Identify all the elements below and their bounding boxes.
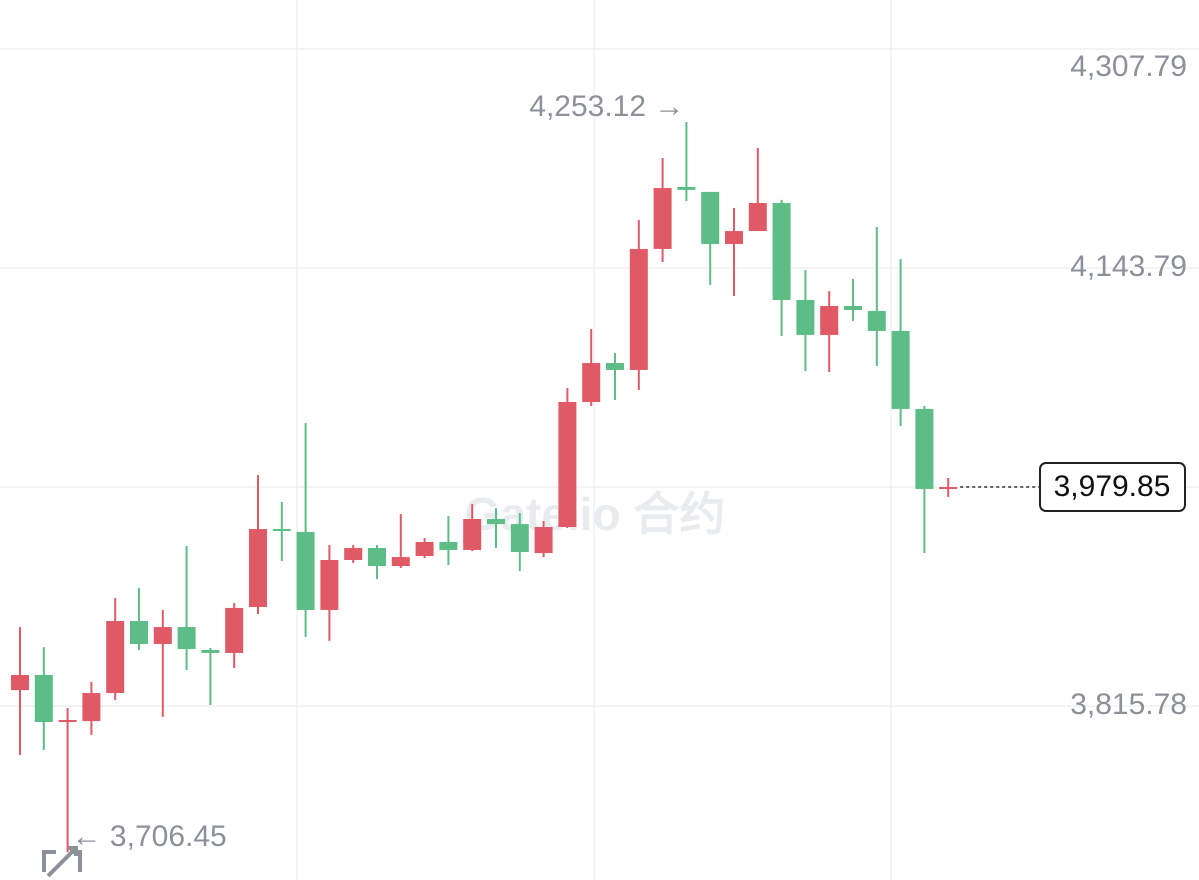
candle-body: [629, 248, 648, 370]
candle-body: [34, 674, 53, 723]
price-annotation: 4,253.12 →: [529, 90, 684, 123]
candle-body: [153, 627, 172, 645]
candle-body: [296, 531, 315, 610]
candle-body: [249, 529, 267, 608]
candle-body: [582, 363, 601, 403]
last-price-label: 3,979.85: [1054, 470, 1171, 503]
candle-body: [320, 560, 339, 610]
expand-icon[interactable]: [42, 846, 82, 878]
candle-body: [701, 191, 720, 245]
candle-body: [368, 547, 386, 567]
candle-body: [201, 650, 220, 653]
candle-body: [606, 363, 624, 370]
y-tick-label: 4,307.79: [1070, 50, 1187, 83]
candle-body: [272, 529, 291, 532]
candle-body: [463, 518, 482, 550]
candle-body: [772, 203, 791, 300]
candle-body: [106, 621, 125, 694]
y-tick-label: 3,815.78: [1070, 688, 1187, 721]
candle-body: [558, 402, 577, 528]
candle-body: [58, 720, 77, 723]
candle-body: [820, 305, 839, 335]
candle-body: [487, 518, 505, 525]
watermark: Gate.io 合约: [465, 488, 726, 540]
candle-body: [677, 186, 696, 190]
candle-body: [653, 188, 672, 249]
candle-body: [725, 231, 743, 245]
candle-body: [510, 524, 529, 552]
candle-body: [439, 541, 458, 550]
candle-body: [344, 547, 363, 560]
last-price-box: [1039, 462, 1186, 513]
candle-body: [391, 557, 410, 567]
candle-body: [844, 305, 862, 310]
candle-body: [82, 693, 101, 722]
candle-body: [11, 674, 29, 691]
candle-body: [130, 621, 148, 645]
candle-body: [867, 310, 886, 331]
price-annotation: ← 3,706.45: [72, 820, 227, 853]
expand-icon-shape[interactable]: [42, 846, 82, 878]
candle-body: [415, 541, 434, 556]
vertical-grid: [296, 0, 892, 880]
candle-body: [177, 627, 196, 650]
candle-body: [796, 299, 815, 335]
candle-body: [748, 203, 767, 232]
candle-body: [534, 527, 553, 554]
y-tick-label: 4,143.79: [1070, 250, 1187, 283]
candle-body: [891, 330, 910, 409]
candle-body: [939, 487, 958, 490]
candle-body: [915, 408, 934, 489]
candle-body: [225, 607, 244, 653]
